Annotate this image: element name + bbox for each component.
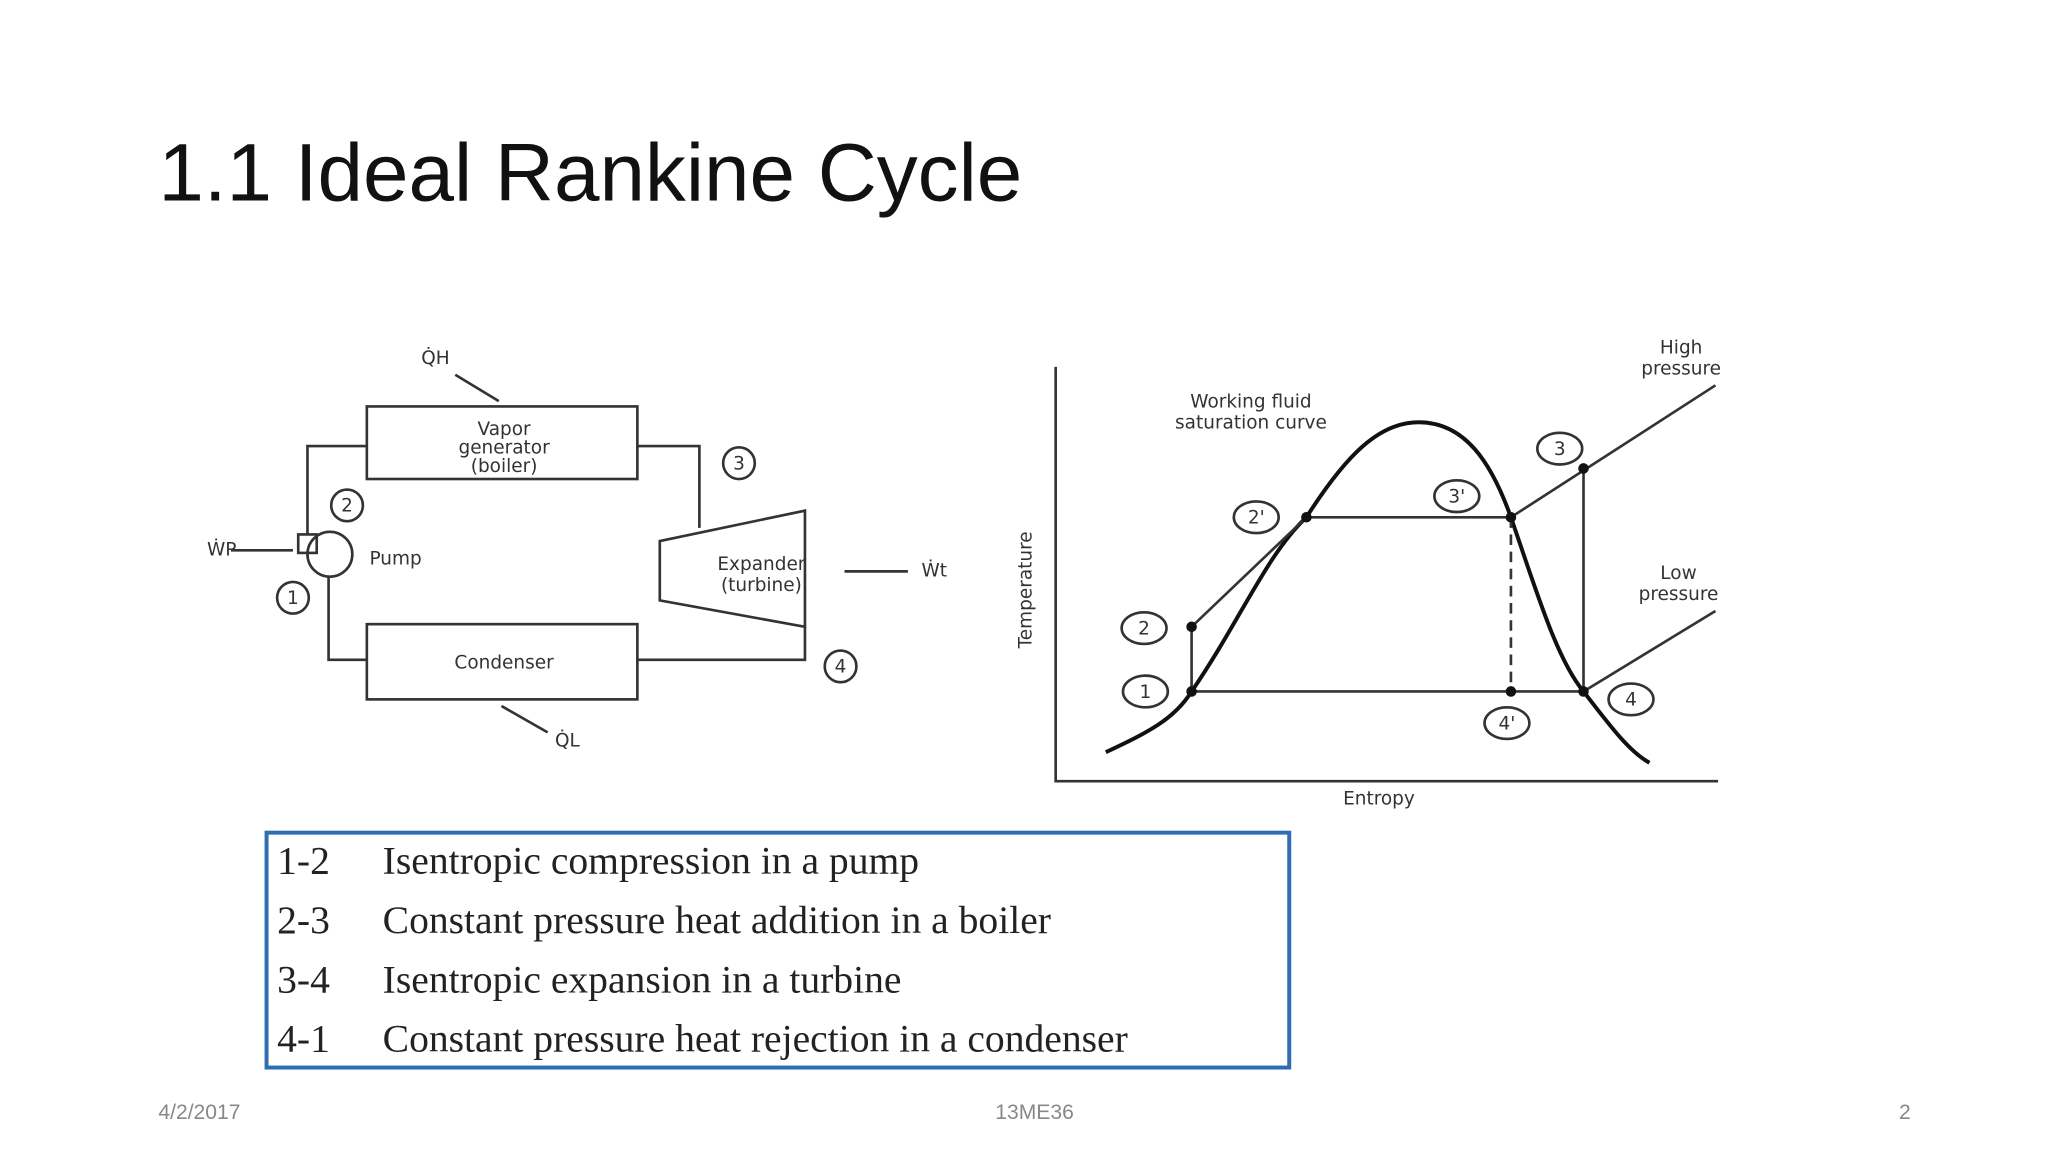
- footer-date: 4/2/2017: [158, 1101, 240, 1124]
- cycle-diagram: Vapor generator (boiler) Pump Expander (…: [207, 348, 947, 752]
- work-in: ẆP: [207, 539, 236, 560]
- footer-code: 13ME36: [995, 1101, 1074, 1124]
- state-dots: [1186, 463, 1589, 697]
- work-out: Ẇt: [922, 560, 948, 581]
- state-label: 1: [287, 588, 299, 609]
- state-circle: [1483, 705, 1531, 741]
- process-id: 1-2: [277, 839, 330, 883]
- state-circle: [721, 446, 757, 481]
- dot: [1186, 686, 1197, 697]
- title: 1.1 Ideal Rankine Cycle: [158, 128, 1022, 219]
- condenser-box: [365, 622, 639, 701]
- process-id: 4-1: [277, 1017, 330, 1061]
- high-pressure-label: pressure: [1641, 358, 1721, 379]
- curve-label: saturation curve: [1175, 413, 1327, 434]
- state-label: 4: [1625, 690, 1637, 711]
- state-label: 2: [341, 496, 353, 517]
- state-label: 3: [733, 453, 745, 474]
- table-border: [264, 830, 1292, 1070]
- low-pressure-label: Low: [1660, 563, 1696, 584]
- boiler-label: generator: [458, 438, 550, 459]
- state-circle: [1433, 479, 1481, 514]
- state-circle: [1536, 431, 1584, 466]
- process-id: 2-3: [277, 898, 330, 942]
- boiler-label: (boiler): [471, 456, 538, 477]
- dot: [1301, 512, 1312, 523]
- state-label: 4: [835, 657, 847, 678]
- heat-in: Q̇H: [421, 348, 449, 369]
- cycle-states: 1 2 3 4: [275, 446, 858, 684]
- state-circle: [329, 488, 365, 523]
- state-label: 1: [1140, 682, 1152, 703]
- pump-label: Pump: [369, 549, 421, 570]
- state-label: 2': [1248, 508, 1265, 529]
- high-pressure-label: High: [1660, 337, 1702, 358]
- boiler-label: Vapor: [478, 419, 532, 440]
- y-axis-label: Temperature: [1016, 531, 1037, 649]
- arrows: [230, 373, 908, 734]
- turbine-label: Expander: [717, 554, 805, 575]
- dot: [1578, 686, 1589, 697]
- saturation-curve: [1104, 420, 1651, 765]
- state-circle: [1120, 610, 1168, 646]
- heat-out: Q̇L: [555, 730, 581, 751]
- boiler-box: [365, 405, 639, 481]
- state-circle: [275, 580, 311, 615]
- curve-label: Working fluid: [1190, 391, 1311, 412]
- state-label: 3': [1448, 486, 1465, 507]
- condenser-label: Condenser: [454, 653, 554, 674]
- low-pressure-label: pressure: [1639, 584, 1719, 605]
- dot: [1505, 512, 1517, 523]
- state-label: 2: [1138, 618, 1150, 639]
- process-desc: Constant pressure heat addition in a boi…: [383, 898, 1051, 942]
- state-label: 3: [1554, 439, 1566, 460]
- state-circle: [1121, 674, 1170, 709]
- process-desc: Isentropic compression in a pump: [383, 839, 919, 883]
- process-desc: Constant pressure heat rejection in a co…: [383, 1017, 1128, 1061]
- turbine-label: (turbine): [721, 575, 802, 596]
- dot: [1505, 686, 1517, 697]
- process-id: 3-4: [277, 957, 330, 1001]
- pump-inlet: [296, 533, 319, 555]
- process-lines: [1190, 384, 1717, 693]
- state-circle: [1607, 682, 1655, 717]
- ts-diagram: Working fluid saturation curve High pres…: [1016, 337, 1721, 809]
- process-desc: Isentropic expansion in a turbine: [383, 957, 902, 1001]
- dot: [1578, 463, 1589, 474]
- dot: [1186, 621, 1197, 633]
- axes: [1054, 366, 1719, 783]
- x-axis-label: Entropy: [1343, 789, 1415, 810]
- pipes: [306, 444, 807, 662]
- process-table: 1-2 Isentropic compression in a pump 2-3…: [264, 830, 1292, 1070]
- state-label: 4': [1499, 713, 1516, 734]
- state-circle: [823, 649, 858, 684]
- turbine-symbol: [658, 509, 807, 629]
- state-circle: [1232, 500, 1280, 535]
- footer-page: 2: [1899, 1101, 1911, 1124]
- ts-states: 1 2 2' 3' 3 4 4': [1120, 431, 1655, 741]
